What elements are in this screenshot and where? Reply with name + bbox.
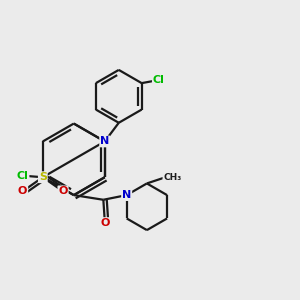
Text: N: N [122, 190, 131, 200]
Text: O: O [18, 186, 27, 197]
Text: O: O [100, 218, 110, 228]
Text: Cl: Cl [17, 171, 28, 181]
Text: CH₃: CH₃ [163, 173, 182, 182]
Text: Cl: Cl [153, 75, 165, 85]
Text: N: N [100, 136, 110, 146]
Text: S: S [39, 172, 47, 182]
Text: O: O [58, 186, 68, 197]
